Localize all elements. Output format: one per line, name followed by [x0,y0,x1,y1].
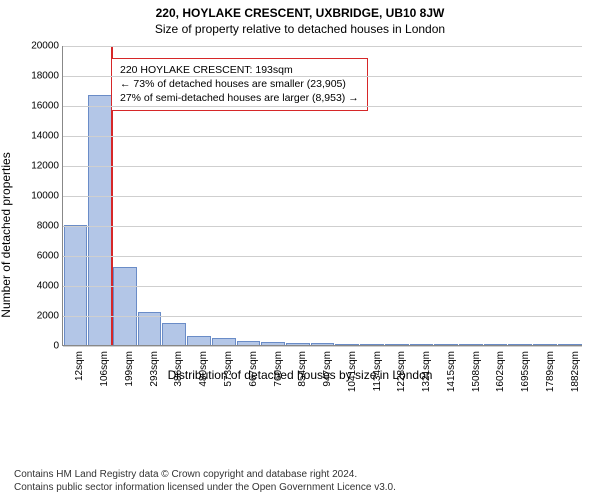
y-tick-label: 8000 [37,221,63,232]
gridline [63,46,582,47]
x-tick-slot: 1695sqm [508,347,533,407]
gridline [63,226,582,227]
x-tick-slot: 293sqm [136,347,161,407]
histogram-bar [533,344,557,345]
y-tick-label: 12000 [31,161,63,172]
y-tick-label: 10000 [31,191,63,202]
y-tick-label: 18000 [31,71,63,82]
y-tick-label: 6000 [37,251,63,262]
plot-area: 220 HOYLAKE CRESCENT: 193sqm← 73% of det… [62,46,582,346]
histogram-bar [162,323,186,346]
x-tick-label: 199sqm [124,351,135,387]
histogram-bar [558,344,582,345]
histogram-bar [335,344,359,346]
histogram-bar [459,344,483,345]
histogram-bar [434,344,458,345]
y-axis-label: Number of detached properties [0,152,13,317]
histogram-bar [88,95,112,346]
reference-info-box: 220 HOYLAKE CRESCENT: 193sqm← 73% of det… [111,58,368,111]
gridline [63,76,582,77]
y-tick-label: 4000 [37,281,63,292]
page-title: 220, HOYLAKE CRESCENT, UXBRIDGE, UB10 8J… [0,0,600,20]
chart-container: Number of detached properties 220 HOYLAK… [0,40,600,430]
x-tick-slot: 199sqm [112,347,137,407]
attribution-line-2: Contains public sector information licen… [14,481,396,494]
attribution-text: Contains HM Land Registry data © Crown c… [14,468,396,494]
gridline [63,106,582,107]
x-tick-label: 1882sqm [570,351,581,392]
x-axis-label: Distribution of detached houses by size … [168,368,433,382]
x-tick-slot: 1789sqm [533,347,558,407]
x-tick-label: 106sqm [99,351,110,387]
gridline [63,286,582,287]
y-tick-label: 16000 [31,101,63,112]
x-tick-label: 1602sqm [495,351,506,392]
histogram-bar [237,341,261,346]
x-tick-slot: 12sqm [62,347,87,407]
x-tick-slot: 1415sqm [433,347,458,407]
histogram-bar [410,344,434,345]
gridline [63,256,582,257]
y-tick-label: 14000 [31,131,63,142]
x-tick-slot: 1602sqm [483,347,508,407]
x-tick-label: 1508sqm [471,351,482,392]
info-box-line: 27% of semi-detached houses are larger (… [120,91,359,105]
gridline [63,316,582,317]
gridline [63,136,582,137]
x-tick-label: 1789sqm [545,351,556,392]
histogram-bar [360,344,384,345]
x-tick-label: 293sqm [149,351,160,387]
gridline [63,166,582,167]
histogram-bar [261,342,285,345]
info-box-line: ← 73% of detached houses are smaller (23… [120,77,359,91]
x-tick-label: 12sqm [74,351,85,381]
gridline [63,196,582,197]
histogram-bar [311,343,335,345]
x-tick-slot: 1882sqm [557,347,582,407]
x-tick-label: 1695sqm [520,351,531,392]
histogram-bar [484,344,508,345]
histogram-bar [385,344,409,345]
histogram-bar [212,338,236,345]
y-tick-label: 2000 [37,311,63,322]
attribution-line-1: Contains HM Land Registry data © Crown c… [14,468,396,481]
x-tick-slot: 106sqm [87,347,112,407]
histogram-bar [64,225,88,345]
x-tick-label: 1415sqm [446,351,457,392]
y-tick-label: 20000 [31,41,63,52]
x-tick-slot: 1508sqm [458,347,483,407]
histogram-bar [286,343,310,345]
histogram-bar [113,267,137,345]
histogram-bar [508,344,532,345]
histogram-bar [187,336,211,345]
page-subtitle: Size of property relative to detached ho… [0,20,600,36]
